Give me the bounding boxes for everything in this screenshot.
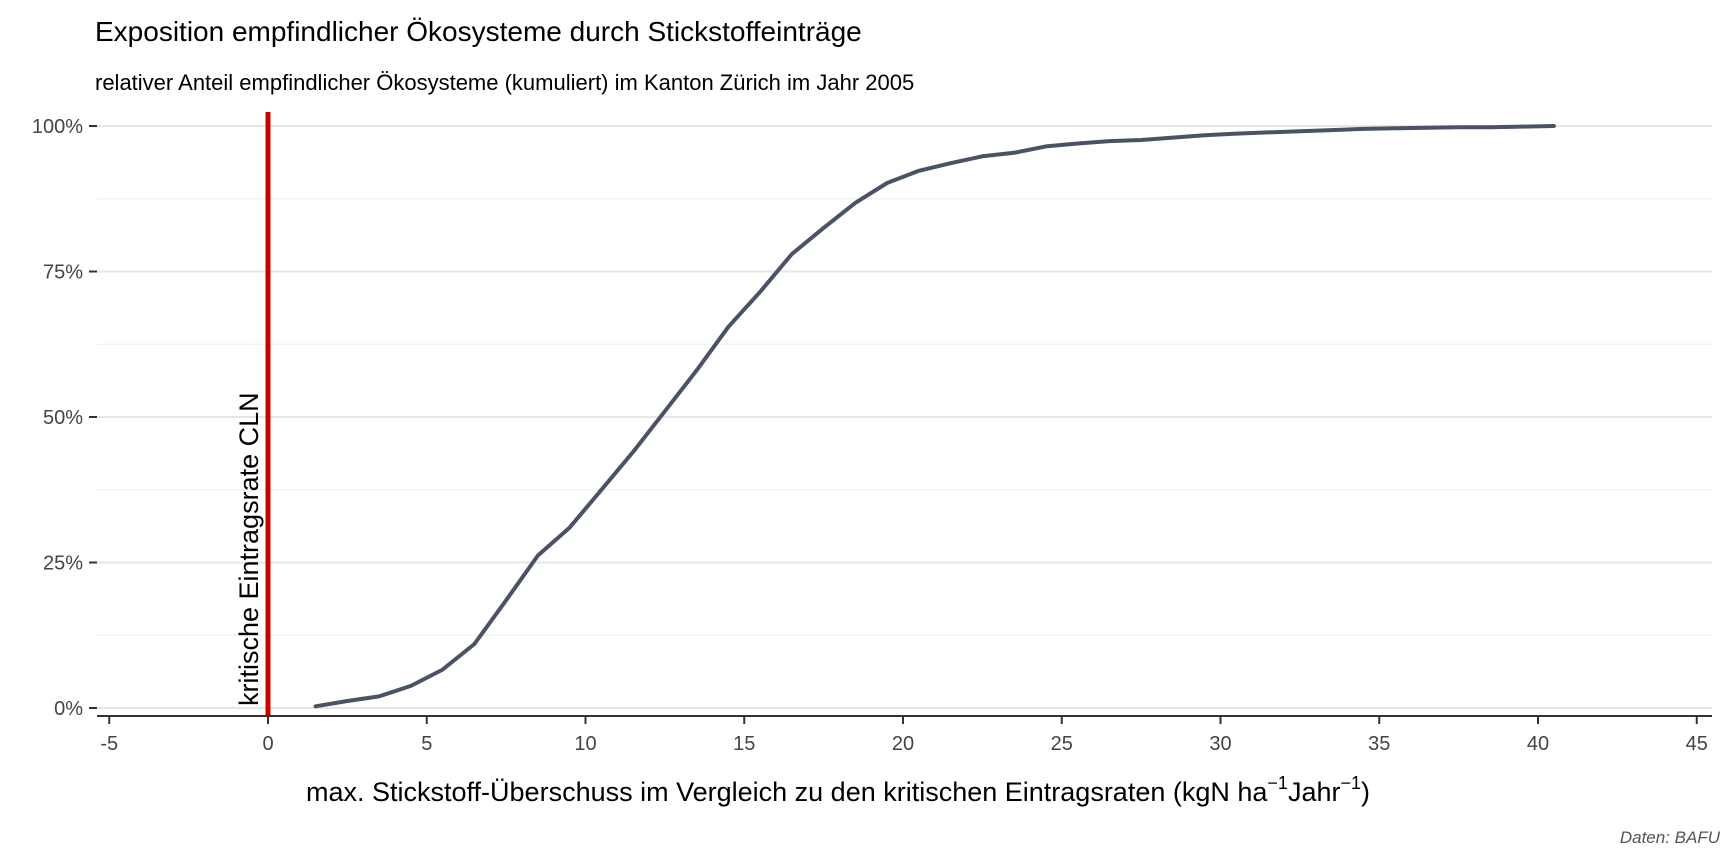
x-tick-label: 35 (1368, 733, 1390, 755)
chart-subtitle: relativer Anteil empfindlicher Ökosystem… (95, 70, 915, 95)
x-axis-title-main: max. Stickstoff-Überschuss im Vergleich … (306, 777, 1268, 807)
axes: 0% 25% 50% 75% 100% -5 0 5 10 15 20 25 30 35 40 45 (32, 116, 1712, 755)
grid-major (97, 125, 1712, 709)
reference-line-group: kritische Eintragsrate CLN (234, 112, 271, 716)
series-line (313, 124, 1556, 709)
critical-load-label: kritische Eintragsrate CLN (234, 392, 264, 706)
x-axis-title-end: ) (1361, 777, 1370, 807)
y-tick-label: 25% (43, 553, 83, 575)
x-tick-label: 25 (1051, 733, 1073, 755)
x-tick-label: 30 (1209, 733, 1231, 755)
y-tick-label: 100% (32, 116, 83, 138)
y-tick-label: 0% (54, 698, 83, 720)
x-tick-label: 10 (574, 733, 596, 755)
x-tick-label: 20 (892, 733, 914, 755)
y-tick-label: 75% (43, 262, 83, 284)
x-tick-label: -5 (100, 733, 118, 755)
chart-title: Exposition empfindlicher Ökosysteme durc… (95, 16, 862, 47)
x-axis-title-sup1: −1 (1267, 773, 1288, 793)
x-axis-title-mid: Jahr (1288, 777, 1341, 807)
grid-minor (97, 198, 1712, 636)
x-tick-label: 0 (262, 733, 273, 755)
x-tick-label: 40 (1527, 733, 1549, 755)
y-tick-label: 50% (43, 407, 83, 429)
series-group (313, 124, 1556, 709)
x-tick-label: 5 (421, 733, 432, 755)
x-tick-label: 45 (1686, 733, 1708, 755)
x-tick-label: 15 (733, 733, 755, 755)
chart-caption: Daten: BAFU (1619, 828, 1720, 847)
x-axis-title: max. Stickstoff-Überschuss im Vergleich … (306, 773, 1370, 807)
x-axis-title-sup2: −1 (1340, 773, 1361, 793)
